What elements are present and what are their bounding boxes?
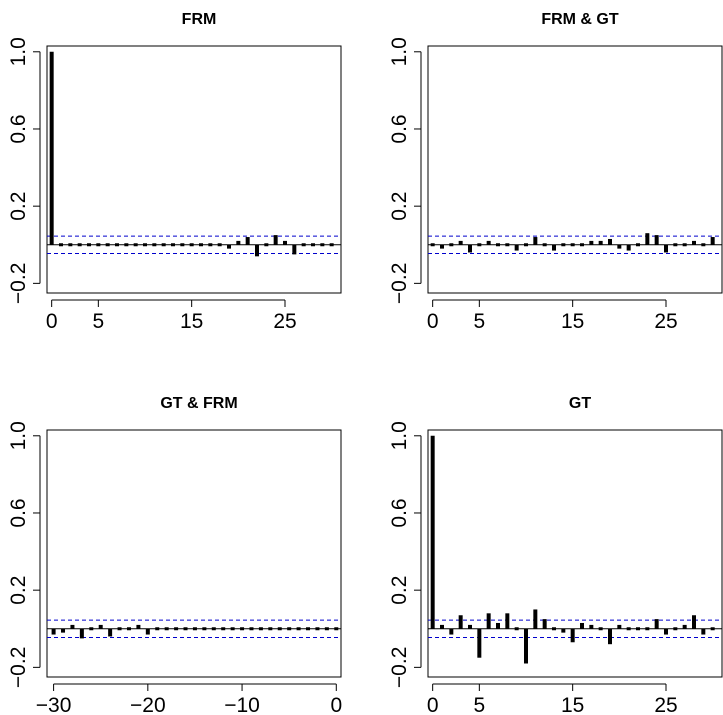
y-axis: −0.2 0.2 0.6 1.0 — [388, 37, 422, 304]
x-tick-label: 25 — [654, 310, 677, 333]
acf-bars — [430, 435, 715, 664]
y-tick-label: 0.2 — [7, 192, 30, 221]
y-axis: −0.2 0.2 0.6 1.0 — [388, 421, 422, 688]
plot-frame — [46, 429, 342, 678]
y-axis: −0.2 0.2 0.6 1.0 — [7, 37, 41, 304]
x-tick-label: −20 — [130, 694, 166, 715]
panel-title: FRM — [182, 11, 217, 28]
x-axis: 0 5 15 25 — [427, 299, 678, 333]
y-tick-label: 0.2 — [7, 576, 30, 605]
y-tick-label: 1.0 — [7, 37, 30, 66]
x-tick-label: −30 — [36, 694, 72, 715]
x-tick-label: 15 — [561, 694, 584, 715]
y-tick-label: −0.2 — [388, 263, 411, 304]
y-axis: −0.2 0.2 0.6 1.0 — [7, 421, 41, 688]
y-tick-label: 0.6 — [7, 114, 30, 143]
confidence-bounds — [47, 235, 341, 254]
y-tick-label: 0.6 — [7, 498, 30, 527]
panel-title: FRM & GT — [541, 11, 619, 28]
y-tick-label: 0.6 — [388, 498, 411, 527]
plot-frame — [427, 45, 723, 294]
acf-bars — [49, 51, 334, 257]
y-tick-label: 0.2 — [388, 192, 411, 221]
confidence-bounds — [428, 619, 722, 638]
y-tick-label: 1.0 — [388, 421, 411, 450]
panel-frm: FRM 0 5 15 25 −0.2 0.2 0.6 1.0 — [7, 11, 342, 333]
x-tick-label: 0 — [330, 694, 342, 715]
y-tick-label: 0.2 — [388, 576, 411, 605]
plot-frame — [427, 429, 723, 678]
x-tick-label: 0 — [427, 310, 439, 333]
panel-title: GT & FRM — [160, 395, 237, 412]
x-axis: 0 5 15 25 — [46, 299, 297, 333]
y-tick-label: 1.0 — [7, 421, 30, 450]
plot-frame — [46, 45, 342, 294]
x-tick-label: 15 — [180, 310, 203, 333]
ccf-bars — [51, 624, 339, 639]
x-tick-label: 5 — [473, 310, 485, 333]
y-tick-label: −0.2 — [7, 263, 30, 304]
confidence-bounds — [428, 235, 722, 254]
x-tick-label: 5 — [473, 694, 485, 715]
y-tick-label: 1.0 — [388, 37, 411, 66]
panel-gt-frm: GT & FRM −30 −20 −10 0 −0.2 0.2 0.6 1.0 — [7, 395, 342, 715]
x-tick-label: 25 — [273, 310, 296, 333]
y-tick-label: 0.6 — [388, 114, 411, 143]
x-tick-label: 0 — [46, 310, 58, 333]
x-tick-label: 0 — [427, 694, 439, 715]
y-tick-label: −0.2 — [7, 647, 30, 688]
confidence-bounds — [47, 619, 341, 638]
x-tick-label: 25 — [654, 694, 677, 715]
panel-title: GT — [569, 395, 591, 412]
x-axis: −30 −20 −10 0 — [36, 683, 342, 715]
panel-gt: GT 0 5 15 25 −0.2 0.2 0.6 1.0 — [388, 395, 723, 715]
ccf-bars — [430, 233, 715, 253]
panel-frm-gt: FRM & GT 0 5 15 25 −0.2 0.2 0.6 1.0 — [388, 11, 723, 333]
x-tick-label: 5 — [92, 310, 104, 333]
x-tick-label: 15 — [561, 310, 584, 333]
x-axis: 0 5 15 25 — [427, 683, 678, 715]
x-tick-label: −10 — [224, 694, 260, 715]
y-tick-label: −0.2 — [388, 647, 411, 688]
